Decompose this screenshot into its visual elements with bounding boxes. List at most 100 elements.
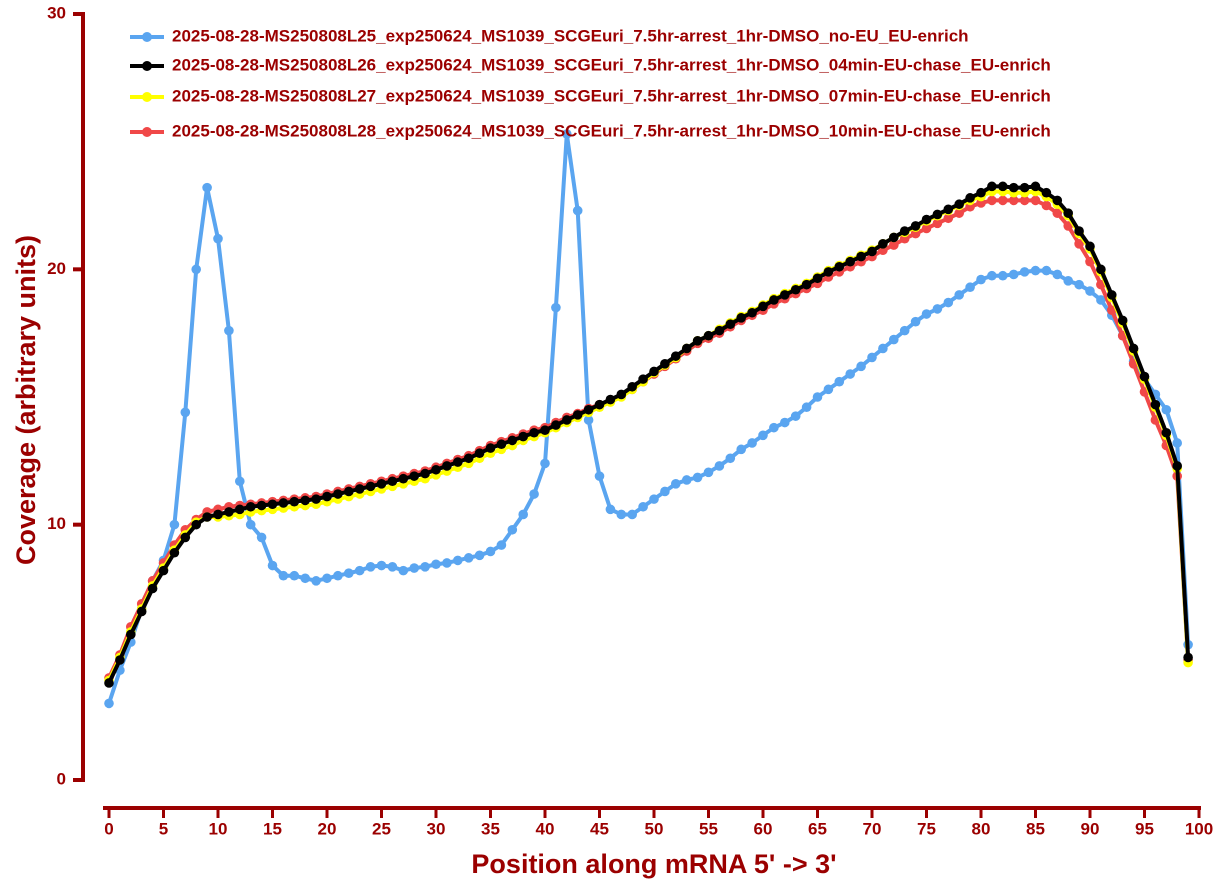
data-point (300, 573, 311, 584)
data-point (943, 213, 954, 224)
series (104, 181, 1193, 688)
data-point (747, 438, 757, 448)
series (104, 129, 1193, 709)
data-point (529, 427, 539, 438)
data-point (594, 471, 605, 481)
x-tick-label: 65 (808, 819, 827, 838)
data-point (812, 392, 823, 402)
data-point (278, 498, 289, 508)
data-point (747, 307, 757, 318)
data-point (899, 226, 910, 236)
data-point (910, 221, 921, 231)
data-point (965, 282, 975, 293)
data-point (180, 532, 191, 543)
data-point (856, 251, 866, 262)
data-point (551, 420, 561, 430)
data-point (485, 546, 496, 557)
data-point (692, 472, 703, 483)
data-point (681, 475, 692, 485)
data-point (300, 495, 311, 506)
data-point (365, 561, 376, 572)
data-point (518, 509, 528, 520)
data-point (496, 540, 507, 550)
data-point (834, 376, 845, 387)
data-point (801, 279, 812, 290)
data-point (202, 512, 212, 522)
data-point (638, 374, 648, 384)
data-point (1030, 181, 1041, 192)
data-point (1096, 264, 1106, 275)
data-point (736, 313, 746, 323)
data-point (354, 484, 365, 494)
data-point (889, 240, 899, 250)
data-point (714, 325, 725, 336)
data-point (1074, 239, 1084, 249)
data-point (671, 479, 681, 489)
data-point (649, 366, 659, 377)
data-point (823, 267, 834, 277)
x-tick-label: 40 (536, 819, 555, 838)
data-point (1041, 265, 1052, 276)
data-point (267, 560, 278, 571)
data-point (453, 457, 463, 467)
data-point (594, 399, 605, 410)
data-point (529, 489, 539, 499)
data-point (627, 509, 637, 520)
data-point (485, 443, 496, 453)
data-point (889, 232, 899, 243)
data-point (605, 504, 616, 515)
y-tick-label: 0 (57, 769, 66, 788)
data-point (387, 476, 398, 487)
data-point (878, 239, 888, 249)
data-point (845, 369, 855, 379)
data-point (507, 524, 518, 535)
data-point (213, 233, 223, 244)
data-point (180, 407, 191, 418)
data-point (1019, 182, 1030, 193)
data-point (333, 570, 343, 581)
data-point (932, 209, 943, 220)
data-point (267, 499, 278, 510)
data-point (605, 394, 616, 405)
series-line (107, 132, 1191, 705)
data-point (671, 351, 681, 361)
data-point (1052, 269, 1063, 280)
y-tick-label: 10 (47, 514, 66, 533)
data-point (245, 519, 256, 530)
x-tick-label: 80 (972, 819, 991, 838)
data-point (943, 204, 954, 215)
data-point (1107, 290, 1117, 300)
y-tick-label: 30 (47, 3, 66, 22)
data-point (660, 486, 670, 497)
legend-label: 2025-08-28-MS250808L28_exp250624_MS1039_… (172, 121, 1051, 140)
x-tick-label: 95 (1135, 819, 1154, 838)
data-point (1052, 208, 1063, 218)
data-point (1019, 267, 1030, 277)
data-point (1183, 652, 1193, 663)
data-point (354, 565, 365, 576)
data-point (224, 507, 234, 517)
data-point (703, 330, 714, 341)
data-point (289, 496, 300, 507)
data-point (867, 352, 877, 363)
legend-label: 2025-08-28-MS250808L27_exp250624_MS1039_… (172, 86, 1051, 105)
data-point (692, 336, 703, 346)
data-point (758, 430, 768, 441)
data-point (463, 453, 474, 464)
data-point (1161, 427, 1172, 438)
y-tick-label: 20 (47, 259, 66, 278)
data-point (104, 678, 114, 688)
data-point (1172, 438, 1182, 448)
data-point (333, 489, 343, 499)
data-point (703, 467, 714, 478)
data-point (158, 565, 169, 576)
data-point (823, 384, 834, 395)
data-point (1128, 343, 1139, 354)
data-point (954, 208, 964, 218)
x-tick-label: 0 (104, 819, 113, 838)
legend-label: 2025-08-28-MS250808L26_exp250624_MS1039_… (172, 55, 1051, 74)
x-tick-label: 55 (699, 819, 718, 838)
data-point (769, 422, 779, 433)
data-point (387, 561, 398, 572)
